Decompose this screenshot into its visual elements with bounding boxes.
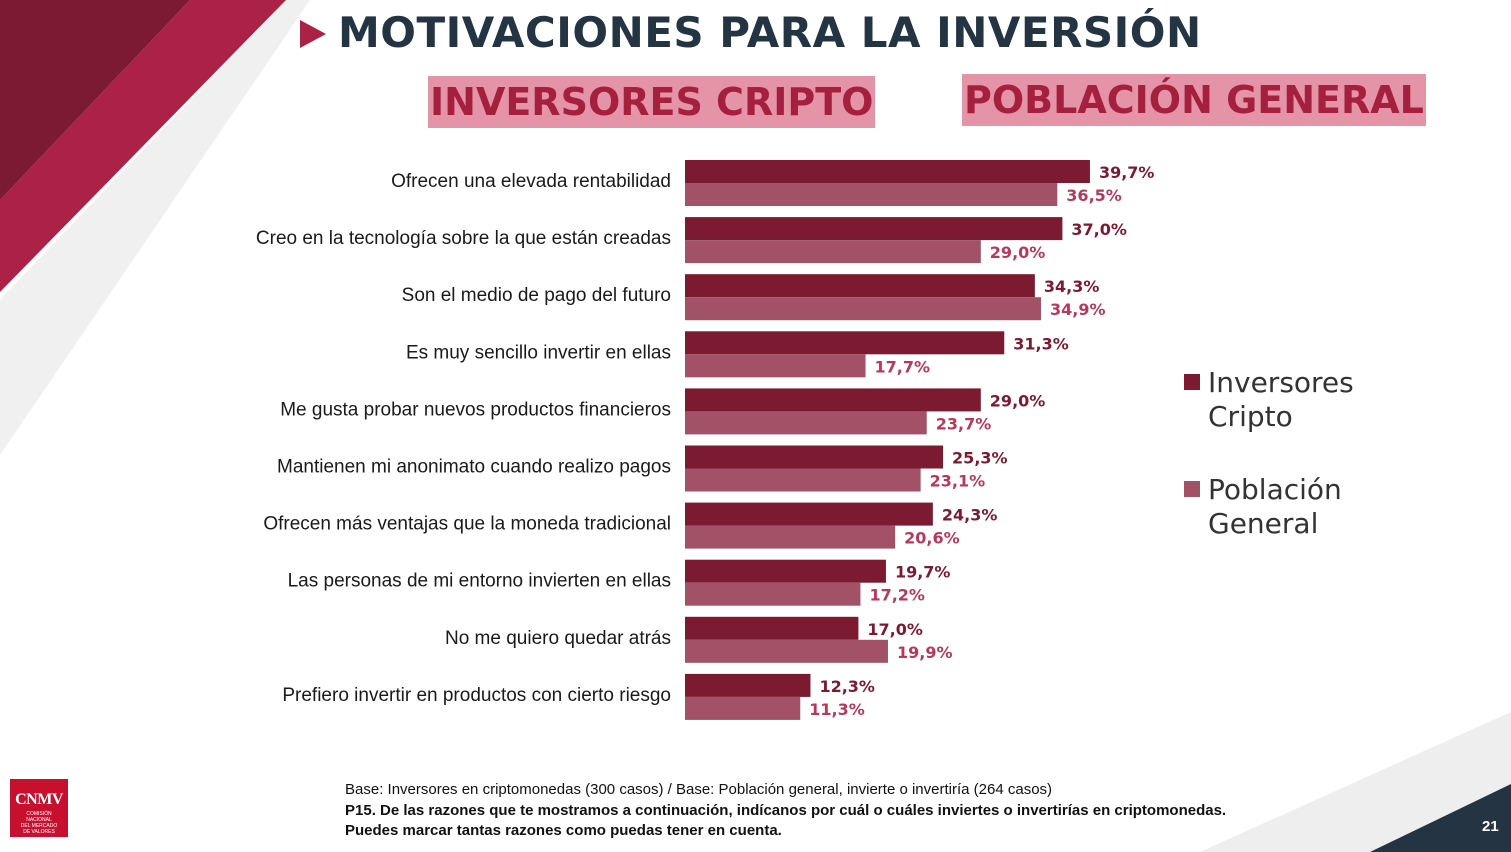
bar-cripto-creo-en-la-tecnologia-sobre-la-que-estan-creadas <box>685 217 1063 241</box>
bar-cripto-son-el-medio-de-pago-del-futuro <box>685 274 1035 298</box>
bar-cripto-me-gusta-probar-nuevos-productos-financieros <box>685 388 981 412</box>
data-label-general-es-muy-sencillo-invertir-en-ellas: 17,7% <box>875 357 931 376</box>
legend-swatch-cripto <box>1184 374 1200 390</box>
bar-general-ofrecen-mas-ventajas-que-la-moneda-tradicional <box>685 525 896 549</box>
legend-swatch-general <box>1184 481 1200 497</box>
logo-text: CNMV <box>15 791 63 808</box>
corner-red-stripe <box>0 0 286 292</box>
bar-cripto-ofrecen-una-elevada-rentabilidad <box>685 160 1090 183</box>
page-number: 21 <box>1482 818 1499 835</box>
cnmv-logo: CNMV COMISIÓN NACIONAL DEL MERCADO DE VA… <box>10 779 68 837</box>
bar-general-son-el-medio-de-pago-del-futuro <box>685 297 1041 321</box>
bar-cripto-es-muy-sencillo-invertir-en-ellas <box>685 331 1005 355</box>
header-inversores-cripto: INVERSORES CRIPTO <box>428 76 875 128</box>
category-label-ofrecen-mas-ventajas-que-la-moneda-tradicional: Ofrecen más ventajas que la moneda tradi… <box>263 514 671 535</box>
corner-dark-triangle <box>0 0 190 200</box>
bar-cripto-mantienen-mi-anonimato-cuando-realizo-pagos <box>685 445 944 469</box>
data-label-general-son-el-medio-de-pago-del-futuro: 34,9% <box>1050 300 1106 319</box>
footnote-question-line1: P15. De las razones que te mostramos a c… <box>345 802 1227 819</box>
bar-cripto-no-me-quiero-quedar-atras <box>685 616 859 640</box>
header-poblacion-general: POBLACIÓN GENERAL <box>962 74 1426 126</box>
data-label-cripto-ofrecen-mas-ventajas-que-la-moneda-tradicional: 24,3% <box>942 506 998 525</box>
bar-cripto-las-personas-de-mi-entorno-invierten-en-ellas <box>685 559 886 583</box>
bar-cripto-prefiero-invertir-en-productos-con-cierto-riesgo <box>685 673 811 697</box>
category-label-son-el-medio-de-pago-del-futuro: Son el medio de pago del futuro <box>402 285 671 306</box>
page-title: MOTIVACIONES PARA LA INVERSIÓN <box>338 8 1202 57</box>
category-label-ofrecen-una-elevada-rentabilidad: Ofrecen una elevada rentabilidad <box>391 171 671 192</box>
category-label-creo-en-la-tecnologia-sobre-la-que-estan-creadas: Creo en la tecnología sobre la que están… <box>256 228 671 249</box>
logo-subtitle: COMISIÓN NACIONAL DEL MERCADO DE VALORES <box>20 811 58 835</box>
bottom-light-triangle <box>1200 712 1511 852</box>
category-label-me-gusta-probar-nuevos-productos-financieros: Me gusta probar nuevos productos financi… <box>280 399 671 420</box>
data-label-general-me-gusta-probar-nuevos-productos-financieros: 23,7% <box>936 414 992 433</box>
data-label-general-no-me-quiero-quedar-atras: 19,9% <box>897 643 953 662</box>
bar-general-no-me-quiero-quedar-atras <box>685 639 888 663</box>
bar-general-las-personas-de-mi-entorno-invierten-en-ellas <box>685 582 861 606</box>
data-label-general-las-personas-de-mi-entorno-invierten-en-ellas: 17,2% <box>869 586 925 605</box>
legend-label-general: Población General <box>1208 473 1342 540</box>
footnote-question-line2: Puedes marcar tantas razones como puedas… <box>345 822 782 839</box>
data-label-cripto-son-el-medio-de-pago-del-futuro: 34,3% <box>1044 277 1100 296</box>
data-label-general-creo-en-la-tecnologia-sobre-la-que-estan-creadas: 29,0% <box>990 243 1046 262</box>
footnote-base: Base: Inversores en criptomonedas (300 c… <box>345 781 1053 798</box>
category-label-es-muy-sencillo-invertir-en-ellas: Es muy sencillo invertir en ellas <box>406 342 671 363</box>
data-label-cripto-ofrecen-una-elevada-rentabilidad: 39,7% <box>1099 163 1155 182</box>
data-label-cripto-mantienen-mi-anonimato-cuando-realizo-pagos: 25,3% <box>952 449 1008 468</box>
data-label-cripto-no-me-quiero-quedar-atras: 17,0% <box>867 620 923 639</box>
category-label-las-personas-de-mi-entorno-invierten-en-ellas: Las personas de mi entorno invierten en … <box>288 571 671 592</box>
bar-general-ofrecen-una-elevada-rentabilidad <box>685 183 1058 206</box>
corner-light-stripe <box>0 0 310 455</box>
bar-general-me-gusta-probar-nuevos-productos-financieros <box>685 411 927 435</box>
bar-general-mantienen-mi-anonimato-cuando-realizo-pagos <box>685 468 921 492</box>
data-label-cripto-las-personas-de-mi-entorno-invierten-en-ellas: 19,7% <box>895 563 951 582</box>
data-label-general-prefiero-invertir-en-productos-con-cierto-riesgo: 11,3% <box>809 700 865 719</box>
category-label-mantienen-mi-anonimato-cuando-realizo-pagos: Mantienen mi anonimato cuando realizo pa… <box>277 457 671 478</box>
data-label-cripto-me-gusta-probar-nuevos-productos-financieros: 29,0% <box>990 391 1046 410</box>
data-label-cripto-prefiero-invertir-en-productos-con-cierto-riesgo: 12,3% <box>819 677 875 696</box>
legend-label-cripto: Inversores Cripto <box>1208 366 1354 433</box>
title-arrow-icon <box>300 20 326 48</box>
data-label-cripto-es-muy-sencillo-invertir-en-ellas: 31,3% <box>1013 334 1069 353</box>
bar-general-prefiero-invertir-en-productos-con-cierto-riesgo <box>685 696 801 720</box>
bar-cripto-ofrecen-mas-ventajas-que-la-moneda-tradicional <box>685 502 933 526</box>
category-label-no-me-quiero-quedar-atras: No me quiero quedar atrás <box>445 628 671 649</box>
bottom-navy-triangle <box>1370 784 1511 852</box>
bar-general-creo-en-la-tecnologia-sobre-la-que-estan-creadas <box>685 240 981 264</box>
bar-general-es-muy-sencillo-invertir-en-ellas <box>685 354 866 378</box>
category-label-prefiero-invertir-en-productos-con-cierto-riesgo: Prefiero invertir en productos con ciert… <box>282 685 671 706</box>
data-label-general-ofrecen-una-elevada-rentabilidad: 36,5% <box>1066 186 1122 205</box>
data-label-cripto-creo-en-la-tecnologia-sobre-la-que-estan-creadas: 37,0% <box>1071 220 1127 239</box>
data-label-general-mantienen-mi-anonimato-cuando-realizo-pagos: 23,1% <box>930 472 986 491</box>
data-label-general-ofrecen-mas-ventajas-que-la-moneda-tradicional: 20,6% <box>904 529 960 548</box>
